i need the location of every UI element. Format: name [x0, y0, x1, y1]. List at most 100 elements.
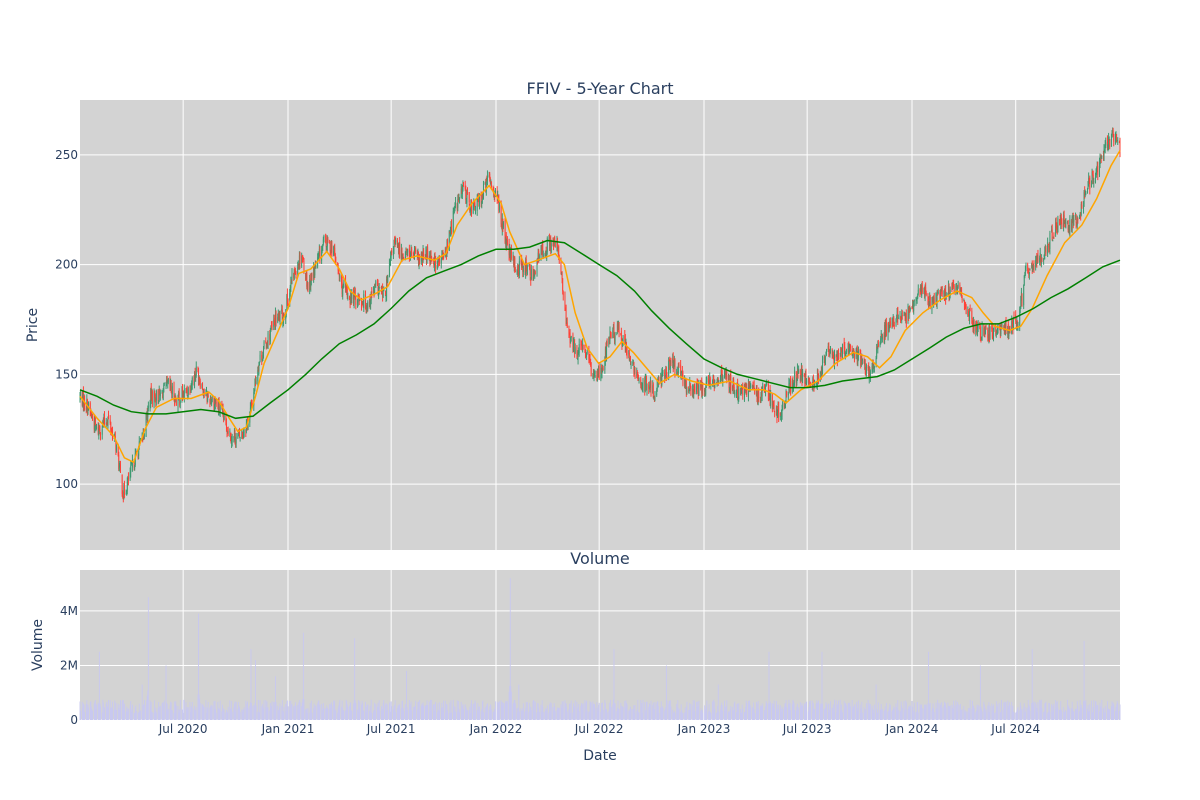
candle-body [814, 383, 816, 388]
volume-bar [1072, 711, 1074, 720]
volume-bar [438, 711, 440, 720]
candle-body [293, 273, 295, 279]
volume-bar [1080, 706, 1082, 720]
candle-body [1016, 322, 1018, 330]
volume-bar [636, 710, 638, 720]
candle-body [1115, 135, 1117, 139]
volume-bar [506, 701, 508, 720]
volume-bar [370, 711, 372, 720]
candle-body [131, 465, 133, 466]
candle-body [1079, 214, 1081, 218]
volume-bar [521, 710, 523, 720]
volume-bar [387, 710, 389, 720]
candle-body [226, 422, 227, 428]
volume-bar [1087, 708, 1088, 720]
volume-bar [775, 700, 777, 720]
volume-bar [688, 710, 690, 720]
candle-body [127, 476, 129, 480]
volume-bar [717, 705, 719, 720]
volume-bar [384, 704, 386, 720]
volume-bar [82, 708, 84, 720]
volume-bar [868, 703, 870, 720]
candle-body [933, 297, 935, 304]
volume-bar [1027, 708, 1029, 720]
candle-body [678, 363, 680, 367]
candle-body [701, 386, 703, 396]
candle-body [457, 199, 459, 208]
volume-bar [1037, 702, 1039, 720]
volume-bar [259, 712, 260, 720]
candle-body [384, 290, 386, 296]
volume-bar [402, 700, 403, 720]
volume-bar [855, 704, 857, 720]
volume-bar [1064, 712, 1066, 720]
volume-bar [944, 704, 946, 720]
volume-bar [483, 712, 484, 720]
volume-bar [696, 707, 698, 720]
volume-bar [407, 710, 409, 720]
candle-body [382, 287, 384, 298]
candle-body [371, 290, 373, 294]
candle-body [90, 412, 92, 418]
volume-bar [681, 710, 683, 720]
candle-body [850, 345, 851, 349]
candle-body [321, 249, 323, 261]
volume-bar [869, 704, 871, 720]
candle-body [944, 291, 946, 296]
candle-body [359, 300, 361, 301]
candle-body [558, 246, 560, 258]
candle-body [753, 385, 755, 389]
candle-body [406, 249, 407, 251]
candle-body [431, 260, 433, 262]
candle-body [605, 346, 607, 358]
volume-bar [460, 701, 462, 720]
volume-bar [851, 700, 853, 720]
volume-bar [1039, 706, 1041, 720]
volume-bar [665, 706, 667, 720]
candle-body [844, 355, 846, 356]
volume-bar [1036, 711, 1038, 720]
volume-bar [609, 706, 611, 720]
candle-body [901, 312, 903, 319]
volume-bar [1049, 711, 1051, 720]
candle-body [533, 270, 535, 280]
volume-bar [790, 710, 792, 720]
candle-body [480, 193, 482, 204]
volume-bar [589, 711, 590, 720]
candle-body [673, 359, 675, 364]
volume-bar [913, 712, 915, 720]
volume-bar [740, 709, 741, 720]
candle-body [852, 353, 854, 356]
volume-bar [650, 700, 652, 720]
volume-bar [793, 702, 795, 720]
volume-bar [482, 700, 484, 720]
volume-bar [454, 706, 456, 720]
candle-body [565, 309, 566, 311]
volume-bar [219, 708, 221, 720]
volume-bar [797, 710, 799, 720]
candle-body [620, 331, 622, 343]
volume-bar [434, 704, 436, 720]
volume-bar [1060, 709, 1062, 720]
volume-bar [772, 706, 774, 720]
volume-bar [746, 703, 748, 720]
candle-body [1096, 165, 1098, 170]
volume-bar [816, 700, 818, 720]
volume-bar [286, 701, 288, 720]
volume-bar [864, 708, 866, 720]
volume-bar [1017, 706, 1019, 720]
volume-bar [425, 706, 427, 720]
volume-bar [945, 707, 947, 720]
candle-body [126, 491, 128, 495]
candle-body [103, 416, 105, 423]
volume-bar [1020, 710, 1022, 720]
candle-body [1020, 291, 1022, 296]
volume-bar [485, 706, 487, 720]
candle-body [684, 379, 686, 387]
volume-bar [513, 702, 515, 720]
volume-bar [608, 702, 610, 720]
volume-bar [801, 703, 803, 720]
candle-body [999, 323, 1001, 327]
volume-bar [88, 707, 89, 720]
candle-body [251, 403, 252, 405]
